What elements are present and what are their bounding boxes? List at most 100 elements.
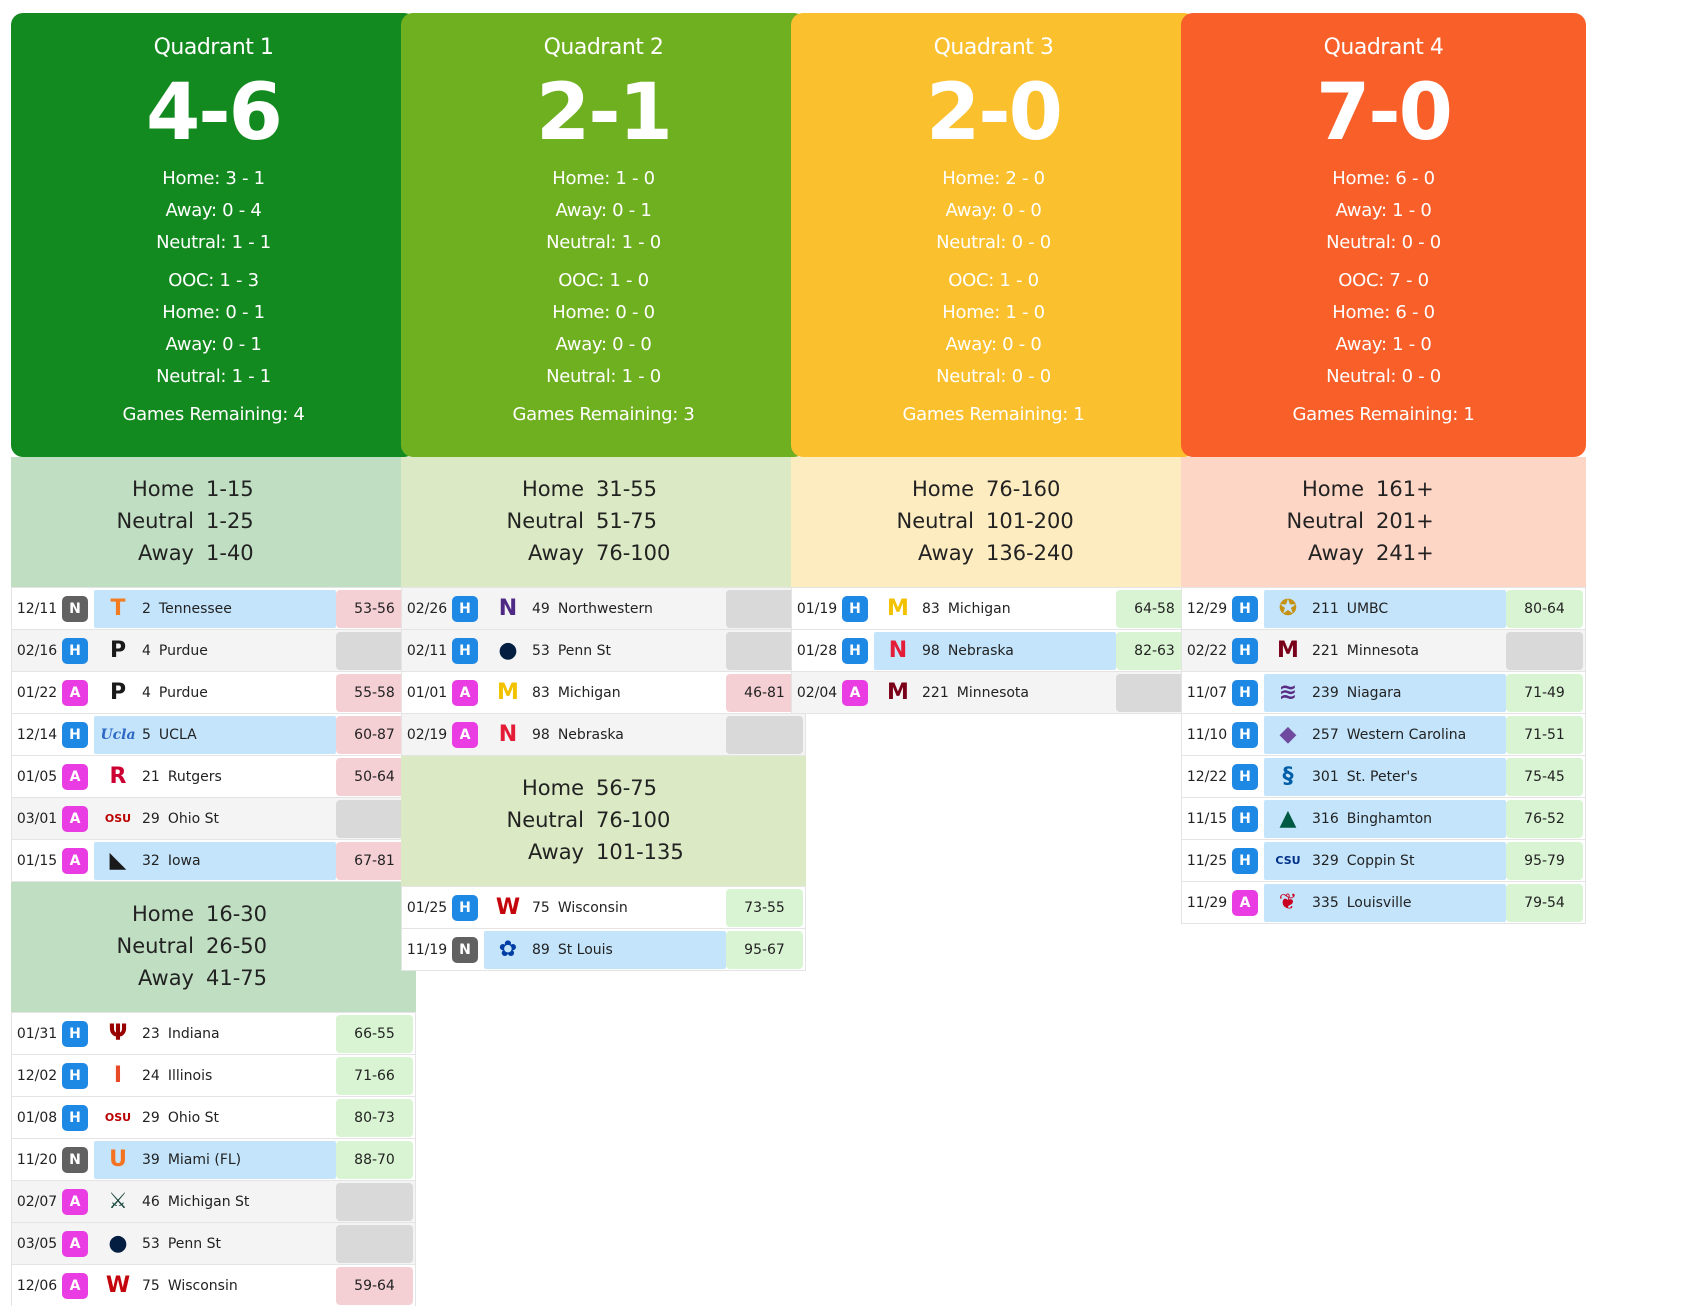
- location-badge: A: [62, 1230, 88, 1257]
- opponent-name[interactable]: Iowa: [167, 852, 201, 869]
- opponent-cell[interactable]: ❦ 335 Louisville: [1264, 883, 1506, 922]
- game-row[interactable]: 02/19 A N 98 Nebraska: [402, 714, 805, 756]
- opponent-name[interactable]: Michigan: [557, 684, 621, 701]
- opponent-name[interactable]: Wisconsin: [167, 1277, 238, 1294]
- opponent-name[interactable]: Penn St: [557, 642, 611, 659]
- opponent-cell[interactable]: ◣ 32 Iowa: [94, 841, 336, 880]
- game-row[interactable]: 12/29 H ✪ 211 UMBC 80-64: [1182, 588, 1585, 630]
- opponent-cell[interactable]: M 83 Michigan: [874, 590, 1116, 628]
- opponent-name[interactable]: Northwestern: [557, 600, 653, 617]
- quadrant-record: 2-1: [536, 68, 673, 158]
- game-row[interactable]: 11/19 N ✿ 89 St Louis 95-67: [402, 929, 805, 971]
- opponent-name[interactable]: Niagara: [1346, 684, 1402, 701]
- opponent-name[interactable]: Nebraska: [947, 642, 1014, 659]
- opponent-cell[interactable]: R 21 Rutgers: [94, 758, 336, 796]
- opponent-cell[interactable]: ✪ 211 UMBC: [1264, 589, 1506, 628]
- opponent-name[interactable]: Illinois: [167, 1067, 213, 1084]
- team-logo-icon: M: [887, 680, 909, 705]
- game-row[interactable]: 02/11 H ● 53 Penn St: [402, 630, 805, 672]
- opponent-name[interactable]: Wisconsin: [557, 899, 628, 916]
- game-row[interactable]: 03/05 A ● 53 Penn St: [12, 1223, 415, 1265]
- opponent-cell[interactable]: CSU 329 Coppin St: [1264, 841, 1506, 880]
- game-row[interactable]: 12/14 H Ucla 5 UCLA 60-87: [12, 714, 415, 756]
- opponent-cell[interactable]: P 4 Purdue: [94, 674, 336, 712]
- opponent-cell[interactable]: § 301 St. Peter's: [1264, 757, 1506, 796]
- game-row[interactable]: 02/04 A M 221 Minnesota: [792, 672, 1195, 714]
- game-row[interactable]: 12/02 H I 24 Illinois 71-66: [12, 1055, 415, 1097]
- opponent-name[interactable]: UMBC: [1346, 600, 1389, 617]
- game-row[interactable]: 12/22 H § 301 St. Peter's 75-45: [1182, 756, 1585, 798]
- opponent-name[interactable]: Miami (FL): [167, 1151, 242, 1168]
- opponent-cell[interactable]: ≋ 239 Niagara: [1264, 673, 1506, 712]
- opponent-cell[interactable]: Ψ 23 Indiana: [94, 1015, 336, 1053]
- opponent-name[interactable]: UCLA: [158, 726, 197, 743]
- opponent-name[interactable]: Penn St: [167, 1235, 221, 1252]
- game-row[interactable]: 01/28 H N 98 Nebraska 82-63: [792, 630, 1195, 672]
- game-row[interactable]: 01/15 A ◣ 32 Iowa 67-81: [12, 840, 415, 882]
- opponent-cell[interactable]: ● 53 Penn St: [484, 632, 726, 670]
- game-row[interactable]: 02/22 H M 221 Minnesota: [1182, 630, 1585, 672]
- game-row[interactable]: 03/01 A OSU 29 Ohio St: [12, 798, 415, 840]
- ooc-record: Home: 6 - 0: [1332, 302, 1435, 323]
- opponent-name[interactable]: Michigan St: [167, 1193, 250, 1210]
- game-row[interactable]: 11/07 H ≋ 239 Niagara 71-49: [1182, 672, 1585, 714]
- opponent-cell[interactable]: M 221 Minnesota: [874, 674, 1116, 712]
- opponent-name[interactable]: Minnesota: [1346, 642, 1419, 659]
- game-row[interactable]: 02/26 H N 49 Northwestern: [402, 588, 805, 630]
- opponent-cell[interactable]: ✿ 89 St Louis: [484, 930, 726, 969]
- opponent-name[interactable]: Minnesota: [956, 684, 1029, 701]
- game-row[interactable]: 11/20 N U 39 Miami (FL) 88-70: [12, 1139, 415, 1181]
- game-row[interactable]: 12/11 N T 2 Tennessee 53-56: [12, 588, 415, 630]
- game-row[interactable]: 11/15 H ▲ 316 Binghamton 76-52: [1182, 798, 1585, 840]
- opponent-cell[interactable]: W 75 Wisconsin: [94, 1267, 336, 1305]
- opponent-cell[interactable]: M 83 Michigan: [484, 674, 726, 712]
- opponent-name[interactable]: Rutgers: [167, 768, 222, 785]
- opponent-cell[interactable]: N 49 Northwestern: [484, 590, 726, 628]
- opponent-name[interactable]: Nebraska: [557, 726, 624, 743]
- game-row[interactable]: 01/19 H M 83 Michigan 64-58: [792, 588, 1195, 630]
- location-badge: A: [62, 1188, 88, 1215]
- opponent-name[interactable]: Ohio St: [167, 810, 220, 827]
- opponent-cell[interactable]: P 4 Purdue: [94, 632, 336, 670]
- game-row[interactable]: 11/25 H CSU 329 Coppin St 95-79: [1182, 840, 1585, 882]
- opponent-cell[interactable]: N 98 Nebraska: [874, 631, 1116, 670]
- opponent-cell[interactable]: M 221 Minnesota: [1264, 632, 1506, 670]
- opponent-name[interactable]: Indiana: [167, 1025, 220, 1042]
- opponent-name[interactable]: Tennessee: [158, 600, 232, 617]
- opponent-cell[interactable]: ● 53 Penn St: [94, 1225, 336, 1263]
- game-score: [336, 631, 413, 670]
- opponent-cell[interactable]: ◆ 257 Western Carolina: [1264, 715, 1506, 754]
- game-row[interactable]: 11/29 A ❦ 335 Louisville 79-54: [1182, 882, 1585, 924]
- game-row[interactable]: 01/05 A R 21 Rutgers 50-64: [12, 756, 415, 798]
- opponent-name[interactable]: Ohio St: [167, 1109, 220, 1126]
- opponent-name[interactable]: Binghamton: [1346, 810, 1433, 827]
- opponent-cell[interactable]: W 75 Wisconsin: [484, 889, 726, 927]
- opponent-name[interactable]: Michigan: [947, 600, 1011, 617]
- game-row[interactable]: 11/10 H ◆ 257 Western Carolina 71-51: [1182, 714, 1585, 756]
- opponent-cell[interactable]: N 98 Nebraska: [484, 716, 726, 754]
- opponent-cell[interactable]: U 39 Miami (FL): [94, 1140, 336, 1179]
- game-row[interactable]: 01/25 H W 75 Wisconsin 73-55: [402, 887, 805, 929]
- opponent-name[interactable]: Louisville: [1346, 894, 1412, 911]
- opponent-cell[interactable]: OSU 29 Ohio St: [94, 800, 336, 838]
- game-row[interactable]: 01/22 A P 4 Purdue 55-58: [12, 672, 415, 714]
- opponent-cell[interactable]: T 2 Tennessee: [94, 589, 336, 628]
- opponent-cell[interactable]: OSU 29 Ohio St: [94, 1099, 336, 1137]
- rank-range-box: Home 16-30 Neutral 26-50 Away 41-75: [11, 882, 416, 1012]
- opponent-name[interactable]: St Louis: [557, 941, 613, 958]
- opponent-name[interactable]: Purdue: [158, 642, 208, 659]
- opponent-name[interactable]: Coppin St: [1346, 852, 1415, 869]
- opponent-cell[interactable]: I 24 Illinois: [94, 1057, 336, 1095]
- game-row[interactable]: 12/06 A W 75 Wisconsin 59-64: [12, 1265, 415, 1306]
- game-row[interactable]: 02/07 A ⚔ 46 Michigan St: [12, 1181, 415, 1223]
- opponent-cell[interactable]: Ucla 5 UCLA: [94, 715, 336, 754]
- game-row[interactable]: 01/01 A M 83 Michigan 46-81: [402, 672, 805, 714]
- game-row[interactable]: 01/31 H Ψ 23 Indiana 66-55: [12, 1013, 415, 1055]
- game-row[interactable]: 02/16 H P 4 Purdue: [12, 630, 415, 672]
- opponent-cell[interactable]: ⚔ 46 Michigan St: [94, 1183, 336, 1221]
- game-row[interactable]: 01/08 H OSU 29 Ohio St 80-73: [12, 1097, 415, 1139]
- opponent-name[interactable]: St. Peter's: [1346, 768, 1418, 785]
- opponent-cell[interactable]: ▲ 316 Binghamton: [1264, 799, 1506, 838]
- opponent-name[interactable]: Western Carolina: [1346, 726, 1467, 743]
- opponent-name[interactable]: Purdue: [158, 684, 208, 701]
